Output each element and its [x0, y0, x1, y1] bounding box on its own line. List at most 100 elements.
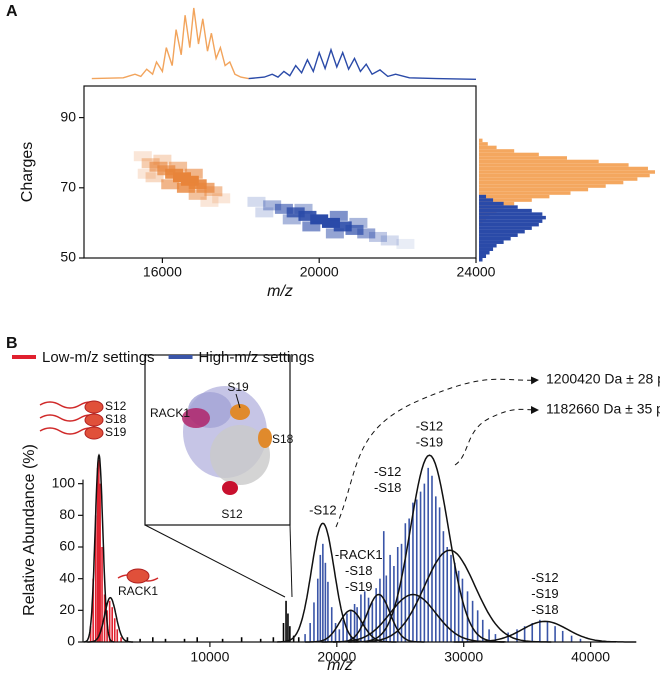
- hist-bar: [479, 243, 497, 248]
- heat-cell: [161, 179, 180, 190]
- y-axis-label: Relative Abundance (%): [21, 444, 38, 616]
- envelope: [453, 620, 637, 643]
- hist-bar: [479, 163, 629, 167]
- hist-bar: [479, 138, 483, 143]
- hist-bar: [479, 229, 525, 234]
- x-tick-label: 40000: [571, 649, 610, 665]
- inset: [144, 354, 293, 598]
- heat-cell: [286, 207, 305, 218]
- heat-cell: [325, 228, 344, 239]
- inset-label: S12: [221, 507, 243, 521]
- envelope: [353, 454, 506, 643]
- hist-bar: [479, 142, 488, 146]
- x-tick-label: 10000: [190, 649, 229, 665]
- hist-bar: [479, 205, 518, 209]
- hist-bar: [479, 170, 655, 174]
- heat-cell: [380, 235, 399, 246]
- envelope-label: -S18: [345, 563, 372, 578]
- mass-label: 1200420 Da ± 28 ppm: [546, 371, 660, 387]
- heat-cell: [369, 231, 387, 242]
- hist-bar: [479, 258, 483, 262]
- x-axis-label: m/z: [327, 657, 353, 674]
- heat-cell: [247, 196, 266, 207]
- heat-cell: [255, 207, 274, 218]
- y-tick-label: 40: [59, 569, 75, 585]
- hist-bar: [479, 191, 571, 195]
- hist-bar: [479, 198, 532, 202]
- legend-label: High-m/z settings: [199, 349, 315, 366]
- inset-label: RACK1: [150, 406, 190, 420]
- heat-cell: [345, 224, 364, 235]
- y-tick-label: 20: [59, 601, 75, 617]
- hist-bar: [479, 236, 511, 241]
- subunit-label: S18: [105, 412, 127, 426]
- hist-bar: [479, 250, 490, 255]
- mass-arrow: [454, 405, 539, 466]
- heat-cell: [263, 200, 282, 211]
- hist-bar: [479, 145, 497, 150]
- hist-bar: [479, 152, 539, 157]
- y-tick-label: 90: [60, 108, 76, 124]
- subunit-icons: [39, 400, 159, 584]
- x-tick-label: 20000: [300, 264, 339, 280]
- y-tick-label: 80: [59, 506, 75, 522]
- profile-line: [91, 7, 249, 80]
- envelope-label: -S18: [531, 602, 558, 617]
- heat-cell: [357, 228, 376, 239]
- heat-cell: [169, 161, 188, 172]
- heat-cell: [133, 151, 152, 162]
- hist-bar: [479, 180, 624, 185]
- y-axis-label: Charges: [19, 142, 36, 202]
- hist-bar: [479, 226, 532, 230]
- legend-label: Low-m/z settings: [42, 349, 155, 366]
- envelope: [83, 453, 115, 643]
- hist-bar: [479, 215, 546, 220]
- hist-bar: [479, 247, 494, 251]
- heat-cell: [212, 193, 231, 204]
- y-tick-label: 0: [67, 633, 75, 649]
- hist-bar: [479, 233, 518, 237]
- envelope-label: -S19: [345, 579, 372, 594]
- hist-bar: [479, 156, 567, 160]
- hist-bar: [479, 149, 515, 153]
- heat-cell: [329, 210, 348, 221]
- envelope-label: -S12: [309, 503, 336, 518]
- heat-cell: [176, 182, 195, 193]
- x-axis-label: m/z: [267, 283, 293, 300]
- heat-cell: [188, 189, 207, 200]
- hist-bar: [479, 208, 532, 213]
- heat-cell: [274, 203, 293, 214]
- hist-bar: [479, 194, 550, 199]
- envelope: [87, 596, 134, 643]
- heat-cell: [349, 217, 368, 228]
- plot-frame: [83, 85, 477, 259]
- x-tick-label: 30000: [444, 649, 483, 665]
- hist-bar: [479, 184, 606, 188]
- panel-label: B: [6, 335, 18, 352]
- envelope-label: -S12: [531, 570, 558, 585]
- hist-bar: [479, 173, 650, 178]
- envelope-label: -S12: [374, 464, 401, 479]
- rack1-label: RACK1: [118, 584, 158, 598]
- y-tick-label: 70: [60, 178, 76, 194]
- heat-cell: [145, 172, 164, 183]
- inset-label: S19: [227, 380, 249, 394]
- inset-label: S18: [272, 432, 294, 446]
- envelope-label: -S12: [416, 419, 443, 434]
- hist-bar: [479, 201, 504, 206]
- envelope: [321, 593, 505, 643]
- heat-cell: [321, 217, 340, 228]
- envelope-label: -RACK1: [335, 547, 383, 562]
- hist-bar: [479, 187, 589, 192]
- heat-cell: [204, 186, 223, 197]
- x-tick-label: 20000: [317, 649, 356, 665]
- heat-cell: [333, 221, 352, 232]
- envelope: [305, 609, 397, 643]
- hist-bar: [479, 212, 543, 216]
- hist-bar: [479, 240, 504, 244]
- hist-bar: [479, 198, 494, 202]
- hist-bar: [479, 177, 638, 181]
- envelope: [348, 549, 552, 643]
- heat-cell: [396, 238, 415, 249]
